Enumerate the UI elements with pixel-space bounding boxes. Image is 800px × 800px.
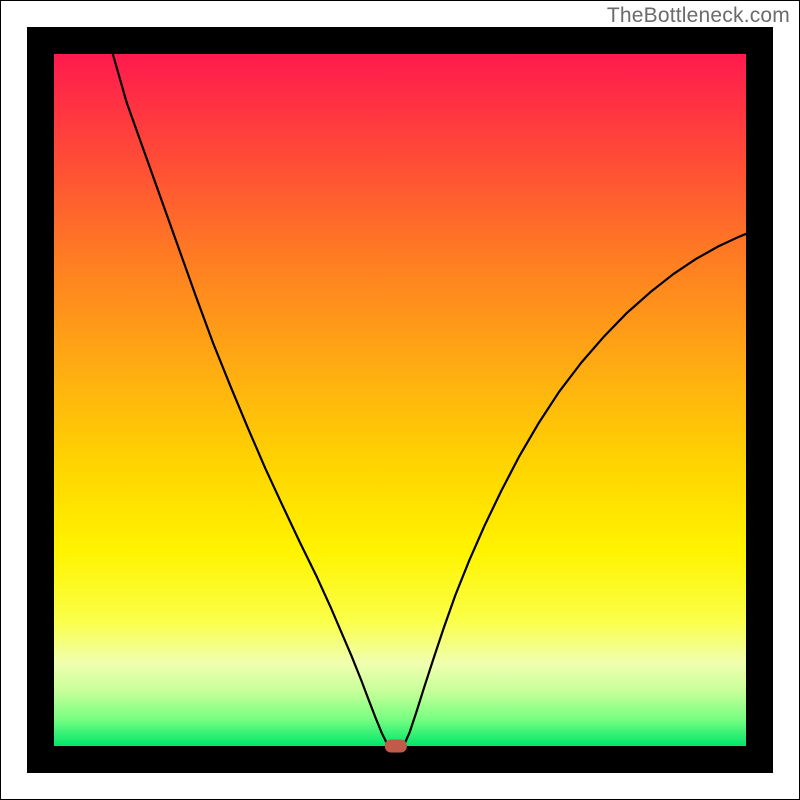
gradient-background <box>54 54 746 746</box>
watermark-text: TheBottleneck.com <box>607 4 790 28</box>
vertex-marker <box>385 740 407 753</box>
plot-svg <box>0 0 800 800</box>
chart-canvas: TheBottleneck.com <box>0 0 800 800</box>
